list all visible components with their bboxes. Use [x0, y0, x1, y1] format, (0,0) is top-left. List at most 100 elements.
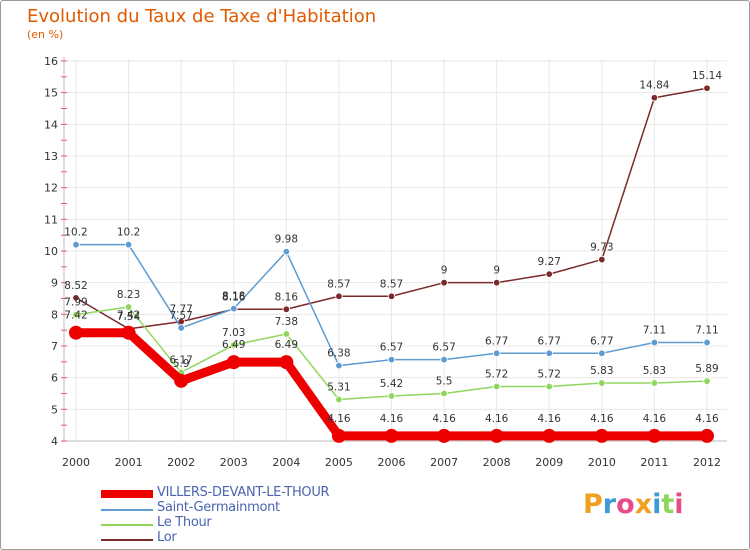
data-label-3-7: 9: [441, 265, 448, 277]
x-tick-label-2009: 2009: [535, 456, 563, 469]
data-point-3-6: [387, 292, 396, 300]
logo-letter: i: [674, 489, 684, 520]
legend-label-villers: VILLERS-DEVANT-LE-THOUR: [157, 485, 330, 500]
chart-subtitle: (en %): [27, 28, 64, 41]
data-label-2-12: 5.89: [695, 363, 718, 375]
data-label-1-12: 7.11: [695, 325, 718, 337]
data-label-1-11: 7.11: [643, 325, 666, 337]
y-tick-label-4: 4: [51, 435, 58, 448]
data-point-0-4: [279, 355, 294, 370]
legend-label-lor: Lor: [157, 530, 177, 545]
data-point-3-11: [650, 94, 659, 102]
data-label-0-6: 4.16: [380, 413, 404, 425]
data-label-2-4: 7.38: [275, 316, 298, 328]
logo-letter: i: [652, 489, 662, 520]
y-tick-label-10: 10: [44, 245, 58, 258]
series: [69, 84, 714, 443]
data-label-3-12: 15.14: [692, 70, 722, 82]
data-point-0-11: [647, 428, 662, 443]
data-point-1-2: [177, 324, 185, 332]
data-point-1-10: [598, 349, 606, 357]
axes: 4 5 6 7 8 9 10 11 12 13 14 15 16 2000 2001 2002 2003 2004…: [44, 55, 727, 469]
data-label-3-4: 8.16: [275, 291, 299, 303]
data-label-3-2: 7.77: [169, 304, 192, 316]
data-label-1-8: 6.77: [485, 335, 508, 347]
data-point-2-3: [230, 341, 238, 349]
data-point-2-9: [545, 382, 553, 391]
legend-swatch-villers: [101, 490, 153, 498]
logo-letter: P: [583, 489, 603, 520]
data-label-1-4: 9.98: [275, 234, 298, 246]
data-point-3-10: [598, 255, 606, 264]
data-label-2-6: 5.42: [380, 378, 403, 390]
data-point-2-10: [598, 379, 606, 387]
data-label-1-7: 6.57: [432, 342, 455, 354]
data-point-0-1: [121, 325, 136, 340]
legend-swatch-le-thour: [101, 524, 153, 526]
x-tick-label-2001: 2001: [115, 456, 143, 469]
data-label-1-9: 6.77: [538, 335, 561, 347]
data-label-3-5: 8.57: [327, 278, 350, 290]
data-point-1-12: [703, 338, 711, 347]
data-label-3-9: 9.27: [538, 256, 561, 268]
data-labels: 7.42 7.42 5.9 6.49 6.49 4.16 4.16 4.16 4.16 4.16 4…: [64, 70, 722, 425]
legend-swatch-lor: [101, 539, 153, 541]
legend-swatch-saint-germainmont: [101, 509, 153, 511]
data-label-3-6: 8.57: [380, 278, 403, 290]
data-label-3-0: 8.52: [64, 280, 87, 292]
data-label-0-11: 4.16: [643, 413, 667, 425]
data-label-1-5: 6.38: [327, 348, 350, 360]
data-point-1-0: [72, 240, 80, 249]
y-tick-label-15: 15: [44, 87, 58, 100]
data-label-0-2: 5.9: [173, 358, 190, 370]
chart-title: Evolution du Taux de Taxe d'Habitation: [27, 6, 377, 27]
data-point-0-9: [542, 428, 557, 443]
data-label-1-2: 7.57: [169, 310, 192, 322]
data-label-1-10: 6.77: [590, 335, 613, 347]
data-point-2-4: [282, 330, 291, 338]
data-label-0-7: 4.16: [432, 413, 456, 425]
data-label-0-12: 4.16: [695, 413, 719, 425]
logo-letter: r: [602, 489, 617, 520]
data-label-2-11: 5.83: [643, 365, 666, 377]
data-label-0-4: 6.49: [275, 339, 298, 351]
x-tick-label-2011: 2011: [640, 456, 668, 469]
data-point-3-9: [545, 270, 553, 278]
data-point-2-6: [387, 392, 396, 400]
x-tick-label-2012: 2012: [693, 456, 721, 469]
y-tick-label-13: 13: [44, 150, 58, 163]
data-label-2-1: 8.23: [117, 289, 140, 301]
data-label-1-0: 10.2: [64, 227, 87, 239]
data-point-0-10: [594, 428, 609, 443]
data-point-1-8: [492, 349, 501, 357]
data-point-1-6: [387, 355, 396, 364]
data-label-3-10: 9.73: [590, 242, 613, 254]
logo-letter: t: [661, 489, 675, 520]
data-point-0-6: [384, 428, 399, 443]
data-point-0-8: [489, 428, 504, 443]
data-point-0-3: [226, 355, 241, 370]
y-tick-label-14: 14: [44, 118, 58, 131]
proxiti-logo: Proxiti: [583, 489, 684, 520]
data-label-3-3: 8.16: [222, 291, 246, 303]
data-point-3-4: [282, 305, 291, 313]
data-label-0-10: 4.16: [590, 413, 614, 425]
data-label-0-5: 4.16: [327, 413, 351, 425]
data-label-0-3: 6.49: [222, 339, 245, 351]
x-tick-label-2004: 2004: [272, 456, 300, 469]
x-tick-label-2007: 2007: [430, 456, 458, 469]
data-label-1-1: 10.2: [117, 227, 140, 239]
data-label-1-6: 6.57: [380, 342, 403, 354]
data-label-2-0: 7.99: [64, 297, 87, 309]
data-label-3-1: 7.54: [117, 311, 141, 323]
x-tick-label-2002: 2002: [167, 456, 195, 469]
data-point-2-1: [124, 303, 133, 311]
data-point-3-8: [492, 278, 501, 287]
data-point-1-4: [282, 247, 291, 256]
data-point-1-3: [230, 304, 238, 313]
data-label-0-8: 4.16: [485, 413, 509, 425]
data-point-1-1: [124, 240, 133, 249]
data-point-2-11: [650, 379, 659, 387]
